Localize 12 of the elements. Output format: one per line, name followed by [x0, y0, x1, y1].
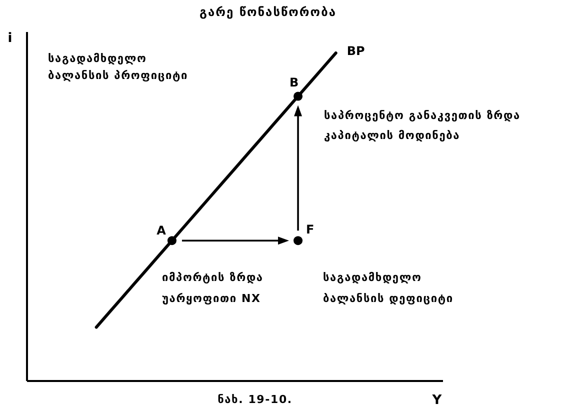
x-axis-title: Y: [431, 393, 442, 408]
series-label: F: [306, 222, 314, 237]
series-label: BP: [346, 44, 365, 58]
annotation: საპროცენტო განაკვეთის ზრდა კაპიტალის მოდინება: [324, 109, 520, 142]
y-axis-title: i: [8, 31, 12, 46]
annotation: საგადამხდელო ბალანსის დეფიციტი: [323, 271, 454, 305]
text: ნახ. 19-10.: [218, 393, 292, 406]
annotation: იმპორტის ზრდა უარყოფითი NX: [162, 271, 264, 305]
series-label: A: [156, 224, 167, 238]
series-label: B: [289, 75, 299, 90]
annotation: საგადამხდელო ბალანსის პროფიციტი: [48, 52, 188, 82]
chart-title: გარე წონასწორობა: [200, 5, 336, 19]
